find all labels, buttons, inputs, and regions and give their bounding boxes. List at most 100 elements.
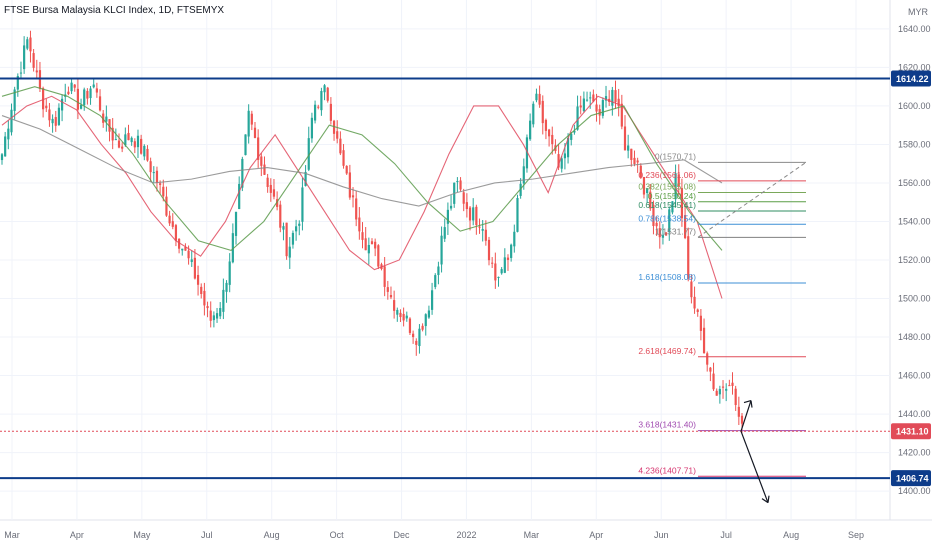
candle-body [358, 217, 361, 232]
candle-body [434, 275, 437, 288]
candle-body [516, 197, 519, 232]
candle-body [295, 226, 298, 232]
candle-body [152, 172, 155, 174]
candle-body [579, 105, 582, 108]
arrow-up-head [743, 400, 753, 408]
candle-body [225, 282, 228, 292]
candle-body [336, 131, 339, 139]
candle-body [576, 106, 579, 130]
candle-body [725, 388, 728, 391]
fib-level-label: 0.5(1550.24) [648, 191, 696, 201]
y-tick-label: 1600.00 [898, 101, 931, 111]
candle-body [102, 113, 105, 123]
price-label: 1431.10 [896, 427, 929, 437]
price-label-bg [891, 470, 931, 487]
candle-body [76, 88, 79, 110]
candle-body [361, 232, 364, 240]
ma-line-3 [1, 115, 723, 207]
candle-body [247, 110, 250, 137]
candle-body [345, 165, 348, 174]
candle-body [310, 117, 314, 139]
candle-body [652, 204, 655, 226]
candle-body [399, 312, 402, 318]
candle-body [196, 274, 200, 285]
candle-body [693, 296, 696, 309]
candle-body [301, 187, 304, 222]
x-tick-label: Dec [394, 530, 411, 540]
candle-body [740, 415, 744, 424]
y-tick-label: 1480.00 [898, 332, 931, 342]
candle-body [231, 233, 234, 263]
x-tick-label: Jul [201, 530, 213, 540]
candle-body [430, 290, 434, 310]
fib-level-label: 1.618(1508.08) [638, 272, 696, 282]
candle-body [503, 257, 506, 273]
candle-body [633, 157, 636, 165]
candle-body [171, 221, 174, 227]
candle-body [89, 88, 92, 99]
candle-body [706, 353, 709, 365]
candle-body [459, 180, 462, 190]
candle-body [23, 45, 26, 70]
candle-body [529, 120, 532, 140]
candle-body [92, 84, 95, 88]
y-tick-label: 1540.00 [898, 216, 931, 226]
candle-body [19, 72, 23, 74]
candle-body [0, 154, 4, 161]
x-tick-label: Mar [524, 530, 540, 540]
candle-body [472, 207, 475, 221]
candle-body [174, 225, 178, 241]
x-tick-label: 2022 [456, 530, 476, 540]
candle-body [4, 136, 7, 157]
candle-body [193, 257, 197, 279]
candle-body [541, 100, 544, 124]
candle-body [510, 244, 513, 258]
candle-body [184, 246, 187, 251]
price-label: 1614.22 [896, 74, 929, 84]
candle-body [462, 192, 465, 204]
fib-level-label: 4.236(1407.71) [638, 465, 696, 475]
candle-body [206, 306, 209, 309]
candle-body [155, 170, 159, 184]
candle-body [133, 141, 136, 148]
fib-trend-line [697, 161, 807, 238]
candle-body [478, 226, 481, 228]
candle-body [544, 119, 548, 131]
y-tick-label: 1460.00 [898, 371, 931, 381]
candle-body [690, 281, 693, 298]
candle-body [712, 373, 715, 390]
candle-body [421, 325, 424, 330]
y-tick-label: 1520.00 [898, 255, 931, 265]
chart-title: FTSE Bursa Malaysia KLCI Index, 1D, FTSE… [4, 5, 225, 16]
candle-body [627, 145, 630, 151]
candle-body [715, 390, 718, 396]
candle-body [60, 98, 64, 111]
candle-body [415, 340, 418, 345]
candle-body [500, 269, 503, 274]
candle-body [570, 133, 573, 140]
candle-body [702, 327, 706, 354]
candle-body [234, 211, 238, 236]
candle-body [734, 388, 737, 406]
x-tick-label: May [133, 530, 151, 540]
candle-body [29, 37, 32, 52]
candle-body [709, 367, 712, 372]
candle-body [547, 129, 551, 137]
candle-body [408, 318, 412, 333]
candle-body [374, 241, 377, 249]
candle-body [260, 156, 263, 166]
ma-line-1 [1, 95, 723, 299]
candle-body [212, 315, 215, 321]
candle-body [250, 113, 253, 125]
candle-body [566, 137, 570, 158]
candle-body [272, 189, 276, 197]
arrow-down-head [761, 495, 770, 504]
candle-body [136, 135, 140, 148]
candle-body [10, 109, 13, 133]
candle-body [67, 91, 70, 95]
candle-body [557, 154, 560, 168]
candle-body [532, 103, 535, 125]
x-tick-label: Jun [654, 530, 669, 540]
candle-body [291, 232, 295, 245]
